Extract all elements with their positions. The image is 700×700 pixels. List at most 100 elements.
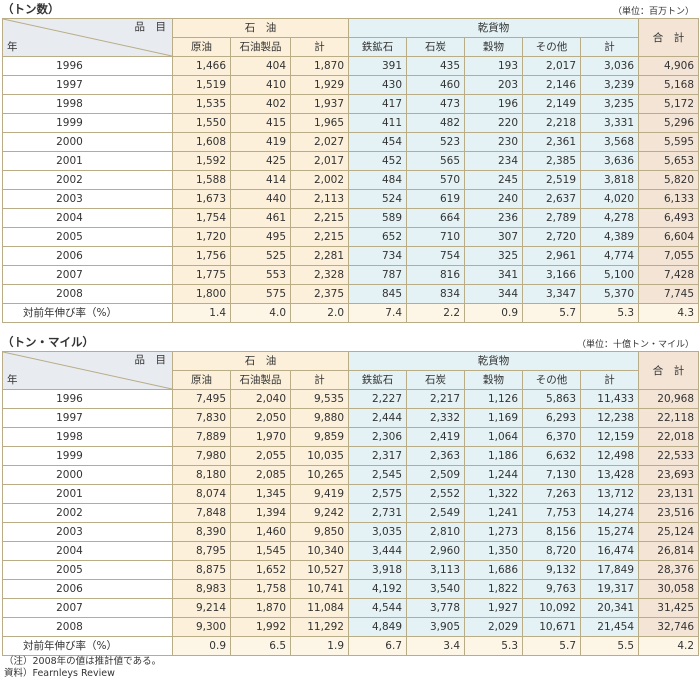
value-cell: 419: [230, 132, 291, 152]
value-cell: 1,394: [230, 503, 291, 523]
value-cell: 1,545: [230, 541, 291, 561]
value-cell: 1,720: [172, 227, 231, 247]
table-row: 2008 9,300 1,992 11,292 4,849 3,905 2,029 10,67…: [2, 617, 700, 637]
unit-label: （単位：百万トン）: [612, 7, 694, 17]
column-header: 原油: [172, 37, 231, 57]
value-cell: 10,092: [522, 598, 581, 618]
value-cell: 2,027: [290, 132, 349, 152]
table-row: 1997 7,830 2,050 9,880 2,444 2,332 1,169 6,293 1…: [2, 408, 700, 428]
value-cell: 2,444: [348, 408, 407, 428]
value-cell: 341: [464, 265, 523, 285]
value-cell: 414: [230, 170, 291, 190]
table-row: 2008 1,800 575 2,375 845 834 344 3,347 5,370 7,74…: [2, 284, 700, 304]
value-cell: 6,370: [522, 427, 581, 447]
value-cell: 7,495: [172, 389, 231, 409]
value-cell: 9,300: [172, 617, 231, 637]
value-cell: 589: [348, 208, 407, 228]
value-cell: 8,983: [172, 579, 231, 599]
diagonal-divider: [3, 352, 172, 389]
value-cell: 1,929: [290, 75, 349, 95]
value-cell: 325: [464, 246, 523, 266]
value-cell: 2,810: [406, 522, 465, 542]
year-cell: 1997: [2, 75, 173, 95]
value-cell: 2,363: [406, 446, 465, 466]
value-cell: 411: [348, 113, 407, 133]
value-cell: 307: [464, 227, 523, 247]
value-cell: 2,317: [348, 446, 407, 466]
value-cell: 4,278: [579, 208, 640, 228]
value-cell: 10,035: [290, 446, 349, 466]
value-cell: 2,149: [522, 94, 581, 114]
value-cell: 1,965: [290, 113, 349, 133]
value-cell: 31,425: [638, 598, 700, 618]
value-cell: 417: [348, 94, 407, 114]
growth-label: 対前年伸び率（%）: [2, 636, 173, 656]
growth-label: 対前年伸び率（%）: [2, 303, 173, 323]
value-cell: 236: [464, 208, 523, 228]
year-cell: 2006: [2, 246, 173, 266]
column-header: 鉄鉱石: [348, 37, 407, 57]
value-cell: 7,848: [172, 503, 231, 523]
table-row: 2002 7,848 1,394 9,242 2,731 2,549 1,241 7,753 1…: [2, 503, 700, 523]
value-cell: 10,741: [290, 579, 349, 599]
value-cell: 430: [348, 75, 407, 95]
value-cell: 410: [230, 75, 291, 95]
value-cell: 2,960: [406, 541, 465, 561]
column-header: その他: [522, 37, 581, 57]
year-cell: 2007: [2, 598, 173, 618]
value-cell: 1,588: [172, 170, 231, 190]
growth-cell: 6.7: [348, 636, 407, 656]
table-row: 1999 1,550 415 1,965 411 482 220 2,218 3,331 5,29…: [2, 113, 700, 133]
value-cell: 6,133: [638, 189, 700, 209]
value-cell: 3,636: [579, 151, 640, 171]
year-cell: 2005: [2, 227, 173, 247]
value-cell: 2,215: [290, 227, 349, 247]
value-cell: 15,274: [579, 522, 640, 542]
value-cell: 4,389: [579, 227, 640, 247]
value-cell: 2,789: [522, 208, 581, 228]
value-cell: 3,331: [579, 113, 640, 133]
value-cell: 2,146: [522, 75, 581, 95]
table-row: 2003 1,673 440 2,113 524 619 240 2,637 4,020 6,13…: [2, 189, 700, 209]
header-item-label: 品 目: [134, 21, 167, 33]
note-estimate: （注）2008年の値は推計値である。: [4, 656, 162, 667]
value-cell: 1,592: [172, 151, 231, 171]
section-title: （トン数）: [2, 2, 60, 16]
value-cell: 565: [406, 151, 465, 171]
value-cell: 816: [406, 265, 465, 285]
value-cell: 1,822: [464, 579, 523, 599]
value-cell: 7,263: [522, 484, 581, 504]
value-cell: 14,274: [579, 503, 640, 523]
value-cell: 1,870: [230, 598, 291, 618]
unit-label: （単位：十億トン・マイル）: [576, 340, 694, 350]
table-row: 2004 1,754 461 2,215 589 664 236 2,789 4,278 6,49…: [2, 208, 700, 228]
value-cell: 7,753: [522, 503, 581, 523]
value-cell: 754: [406, 246, 465, 266]
value-cell: 6,604: [638, 227, 700, 247]
year-cell: 2003: [2, 522, 173, 542]
value-cell: 1,169: [464, 408, 523, 428]
value-cell: 710: [406, 227, 465, 247]
header-corner: 品 目年: [2, 351, 173, 390]
value-cell: 5,820: [638, 170, 700, 190]
value-cell: 22,018: [638, 427, 700, 447]
column-header: 計: [579, 370, 640, 390]
value-cell: 3,444: [348, 541, 407, 561]
value-cell: 9,763: [522, 579, 581, 599]
header-total: 合 計: [638, 18, 700, 57]
value-cell: 8,180: [172, 465, 231, 485]
value-cell: 2,549: [406, 503, 465, 523]
growth-row: 対前年伸び率（%） 1.4 4.0 2.0 7.4 2.2 0.9 5.7 5.3 4.3: [2, 303, 700, 323]
growth-cell: 4.3: [638, 303, 700, 323]
value-cell: 8,390: [172, 522, 231, 542]
header-oil-group: 石 油: [172, 351, 349, 371]
value-cell: 460: [406, 75, 465, 95]
year-cell: 2007: [2, 265, 173, 285]
growth-cell: 4.2: [638, 636, 700, 656]
value-cell: 3,568: [579, 132, 640, 152]
value-cell: 2,419: [406, 427, 465, 447]
value-cell: 230: [464, 132, 523, 152]
section-title: （トン・マイル）: [2, 335, 94, 349]
value-cell: 1,350: [464, 541, 523, 561]
column-header: 石炭: [406, 37, 465, 57]
